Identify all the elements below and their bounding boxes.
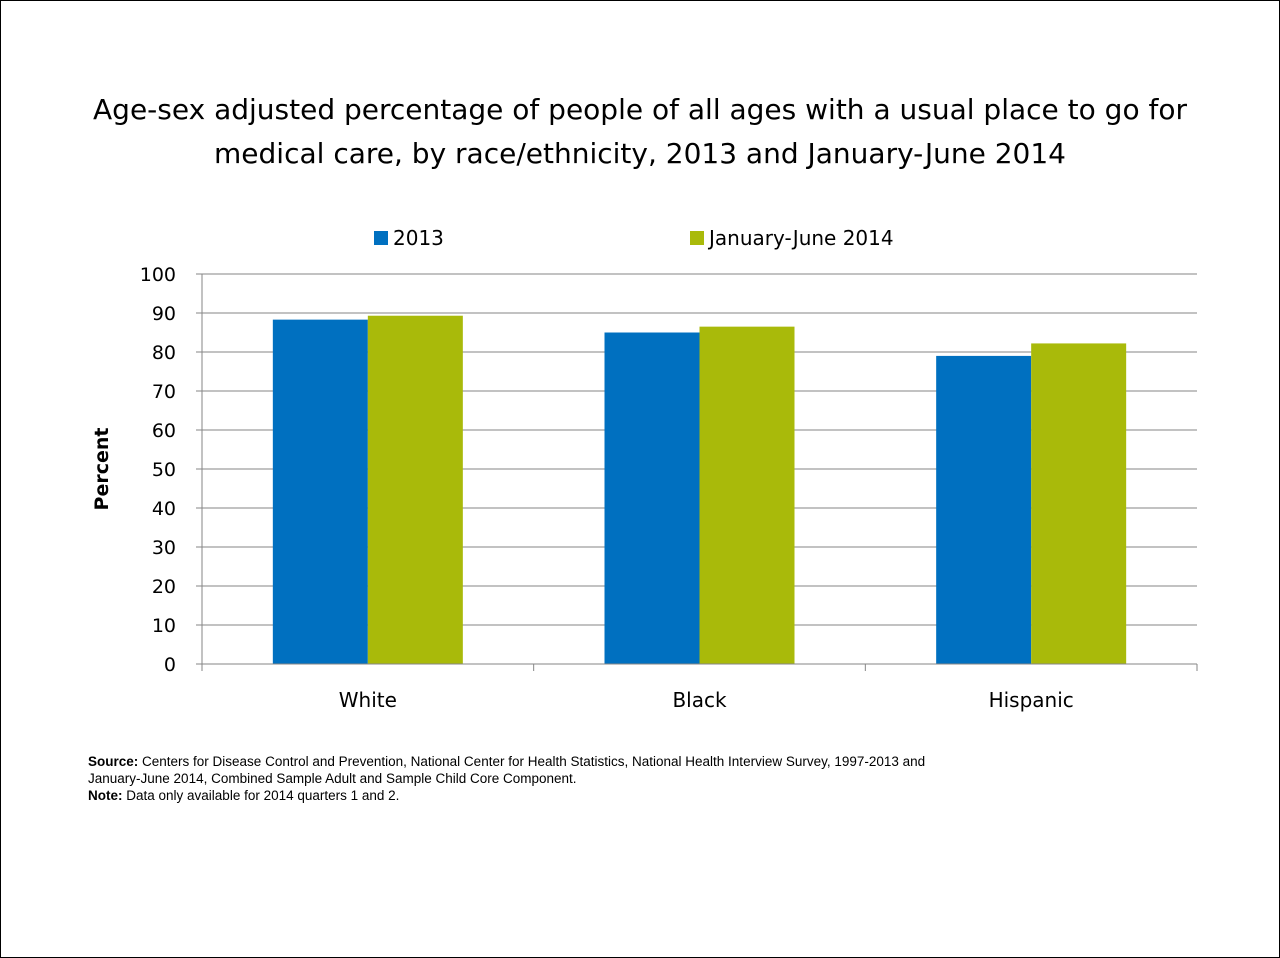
- x-tick-label: Black: [672, 688, 727, 712]
- source-line-1: Source: Centers for Disease Control and …: [88, 753, 1208, 770]
- x-tick-label: White: [339, 688, 397, 712]
- chart-title-line-2: medical care, by race/ethnicity, 2013 an…: [214, 137, 1066, 170]
- chart-title-line-1: Age-sex adjusted percentage of people of…: [93, 93, 1187, 126]
- y-tick-label: 0: [164, 654, 176, 676]
- legend-label: 2013: [393, 226, 444, 250]
- y-tick-label: 20: [152, 576, 176, 598]
- bar: [1031, 343, 1127, 664]
- y-tick-label: 50: [152, 459, 176, 481]
- source-label: Source:: [88, 754, 139, 769]
- y-tick-label: 60: [152, 420, 176, 442]
- legend-swatch: [374, 231, 388, 245]
- note-label: Note:: [88, 788, 123, 803]
- x-tick-label: Hispanic: [989, 688, 1074, 712]
- y-tick-label: 40: [152, 498, 176, 520]
- bar: [604, 332, 700, 664]
- axes: 0 10 20 30 40 50 60 70 80 90 100 White Black Hispanic…: [91, 264, 1198, 712]
- y-axis-label: Percent: [91, 428, 113, 511]
- note-text: Data only available for 2014 quarters 1 …: [122, 788, 400, 803]
- y-tick-label: 30: [152, 537, 176, 559]
- source-text-1: Centers for Disease Control and Preventi…: [138, 754, 926, 769]
- y-tick-label: 80: [152, 342, 176, 364]
- y-tick-label: 10: [152, 615, 176, 637]
- legend-swatch: [690, 231, 704, 245]
- source-line-2: January-June 2014, Combined Sample Adult…: [88, 771, 577, 786]
- chart-title: Age-sex adjusted percentage of people of…: [60, 88, 1220, 176]
- y-tick-label: 70: [152, 381, 176, 403]
- bar-chart: 0 10 20 30 40 50 60 70 80 90 100 White Black Hispanic…: [91, 226, 1198, 712]
- bar: [936, 355, 1032, 664]
- bar: [367, 315, 463, 664]
- y-tick-label: 90: [152, 303, 176, 325]
- chart-notes: Source: Centers for Disease Control and …: [88, 753, 1208, 804]
- bar: [272, 319, 368, 664]
- y-tick-label: 100: [140, 264, 176, 286]
- bars: [272, 315, 1127, 664]
- legend: 2013 January-June 2014: [374, 226, 894, 250]
- bar: [699, 326, 795, 664]
- legend-label: January-June 2014: [707, 226, 894, 250]
- note-line: Note: Data only available for 2014 quart…: [88, 787, 1208, 804]
